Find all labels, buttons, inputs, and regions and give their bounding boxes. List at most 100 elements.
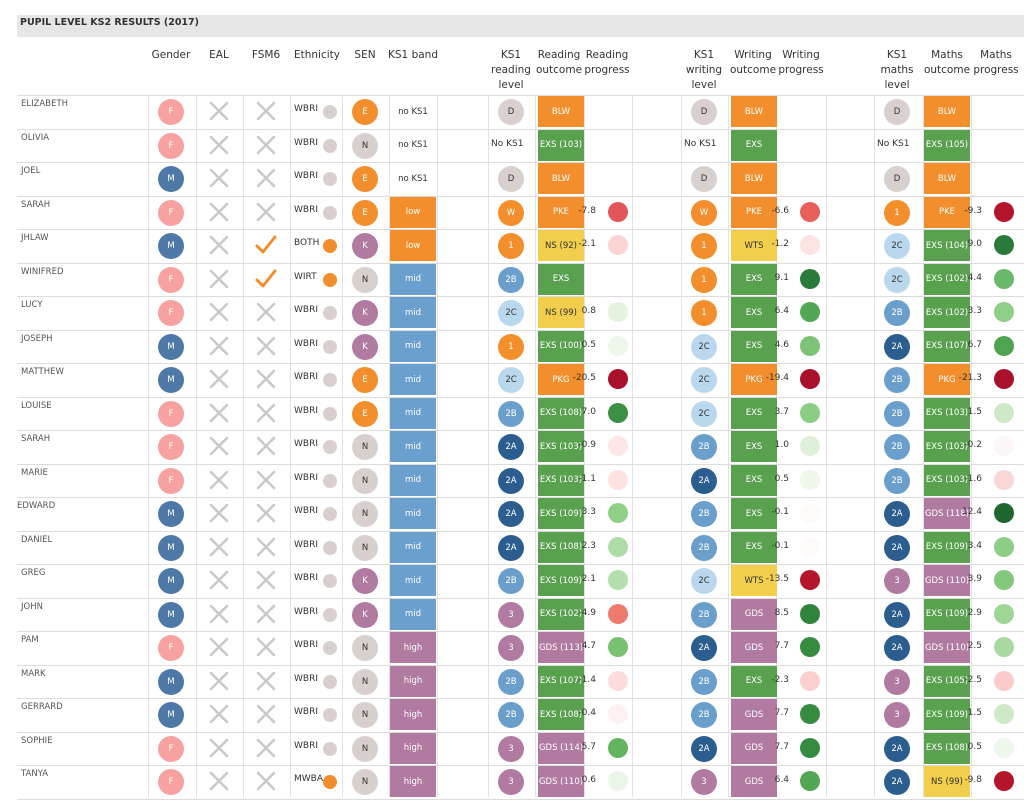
ks1-band-cell: low — [390, 196, 436, 228]
writing-ks1-level-badge: 2A — [691, 467, 717, 494]
writing-outcome-cell: EXS — [731, 498, 777, 529]
reading-progress-value: -4.9 — [578, 607, 596, 618]
ks1-band-cell: mid — [390, 431, 436, 462]
reading-ks1-level-badge: 2B — [498, 400, 524, 427]
reading-progress-dot — [608, 603, 628, 624]
writing-progress-value: 3.7 — [774, 406, 789, 417]
maths-progress-value: 6.7 — [967, 339, 982, 350]
ethnicity-code: WBRI — [294, 171, 318, 181]
maths-progress-value: -9.3 — [964, 205, 982, 216]
ethnicity-code: WBRI — [294, 305, 318, 315]
maths-ks1-level-badge: 1 — [884, 199, 910, 226]
writing-progress-value: -1.2 — [771, 239, 789, 249]
reading-outcome-cell: BLW — [538, 96, 584, 127]
reading-progress-value: -20.5 — [572, 373, 596, 383]
writing-progress-dot — [800, 302, 820, 322]
page-title: PUPIL LEVEL KS2 RESULTS (2017) — [20, 17, 199, 28]
reading-ks1-level-badge: 3 — [498, 635, 524, 661]
maths-progress-dot — [994, 235, 1014, 255]
ethnicity-dot — [323, 674, 337, 689]
reading-outcome-cell: BLW — [538, 163, 584, 194]
grid-column-divider — [290, 95, 291, 797]
maths-outcome-cell: GDS (118) — [924, 498, 970, 529]
cross-icon — [207, 501, 231, 525]
gender-badge: F — [158, 467, 184, 494]
maths-ks1-level-badge: 2A — [884, 601, 910, 628]
maths-ks1-level-badge: 3 — [884, 668, 910, 695]
pupil-name: SOPHIE — [21, 735, 53, 746]
pupil-name: TANYA — [21, 769, 49, 779]
ethnicity-dot — [323, 138, 337, 153]
maths-ks1-level-badge: 2A — [884, 501, 910, 527]
sen-badge: N — [352, 702, 378, 728]
writing-progress-dot — [800, 536, 820, 557]
pupil-name: JOHN — [21, 601, 43, 612]
writing-ks1-level-badge: 2B — [691, 501, 717, 527]
cross-icon — [207, 602, 231, 626]
ethnicity-dot — [323, 473, 337, 488]
ethnicity-dot — [323, 339, 337, 354]
writing-outcome-cell: BLW — [731, 96, 777, 127]
header-writing-progress-line: Writing — [782, 49, 820, 61]
maths-progress-value: 3.4 — [967, 540, 982, 551]
reading-outcome-cell: EXS (103) — [538, 129, 584, 161]
grid-column-divider — [196, 95, 197, 797]
reading-outcome-cell: PKE — [538, 196, 584, 228]
sen-badge: E — [352, 199, 378, 226]
reading-ks1-level-badge: D — [498, 99, 524, 125]
reading-progress-value: 2.3 — [581, 540, 596, 551]
pupil-name: JHLAW — [21, 233, 49, 243]
header-ks1-writing-level: KS1 writing level — [669, 48, 739, 93]
reading-ks1-level-badge: 2B — [498, 568, 524, 594]
row-divider — [17, 128, 1024, 130]
reading-ks1-level-badge: 2A — [498, 467, 524, 494]
row-divider — [17, 195, 1024, 197]
reading-ks1-level-badge: 2C — [498, 300, 524, 326]
pupil-name: SARAH — [21, 199, 51, 210]
reading-outcome-cell: NS (92) — [538, 230, 584, 261]
reading-progress-dot — [608, 201, 628, 222]
ethnicity-code: WBRI — [294, 137, 318, 148]
row-divider — [17, 731, 1024, 733]
sen-badge: K — [352, 300, 378, 326]
row-divider — [17, 798, 1024, 800]
ks1-band-cell: mid — [390, 397, 436, 429]
maths-progress-dot — [994, 268, 1014, 289]
header-sen-line: SEN — [354, 49, 376, 61]
writing-ks1-level-badge: 2B — [691, 601, 717, 628]
pupil-name: EDWARD — [17, 501, 56, 511]
row-divider — [17, 95, 1024, 96]
maths-progress-value: -9.8 — [964, 775, 982, 785]
ethnicity-code: WBRI — [294, 104, 318, 114]
cross-icon — [254, 166, 278, 190]
reading-progress-dot — [608, 771, 628, 791]
header-maths-outcome-line: Maths — [931, 49, 963, 61]
row-divider — [17, 564, 1024, 565]
writing-progress-value: 8.5 — [774, 607, 789, 618]
ethnicity-code: WBRI — [294, 740, 318, 751]
gender-badge: M — [158, 333, 184, 360]
sen-badge: N — [352, 266, 378, 293]
header-reading-outcome: Reading outcome — [524, 48, 594, 78]
reading-progress-value: 3.3 — [581, 507, 596, 517]
writing-progress-value: 0.5 — [774, 473, 789, 484]
ks1-band-cell: mid — [390, 565, 436, 596]
writing-progress-value: -0.1 — [771, 540, 789, 551]
writing-ks1-level-badge: D — [691, 166, 717, 192]
ethnicity-code: WBRI — [294, 673, 318, 684]
pupil-name: PAM — [21, 635, 39, 645]
cross-icon — [254, 635, 278, 659]
writing-outcome-cell: PKE — [731, 196, 777, 228]
maths-outcome-cell: EXS (103) — [924, 464, 970, 496]
maths-progress-value: 1.5 — [967, 406, 982, 417]
header-writing-progress-line: progress — [778, 64, 824, 76]
sen-badge: N — [352, 668, 378, 695]
header-sen: SEN — [330, 48, 400, 63]
gender-badge: F — [158, 769, 184, 795]
writing-ks1-level-badge: 2B — [691, 434, 717, 460]
ks1-band-cell: no KS1 — [398, 140, 428, 150]
cross-icon — [207, 434, 231, 458]
